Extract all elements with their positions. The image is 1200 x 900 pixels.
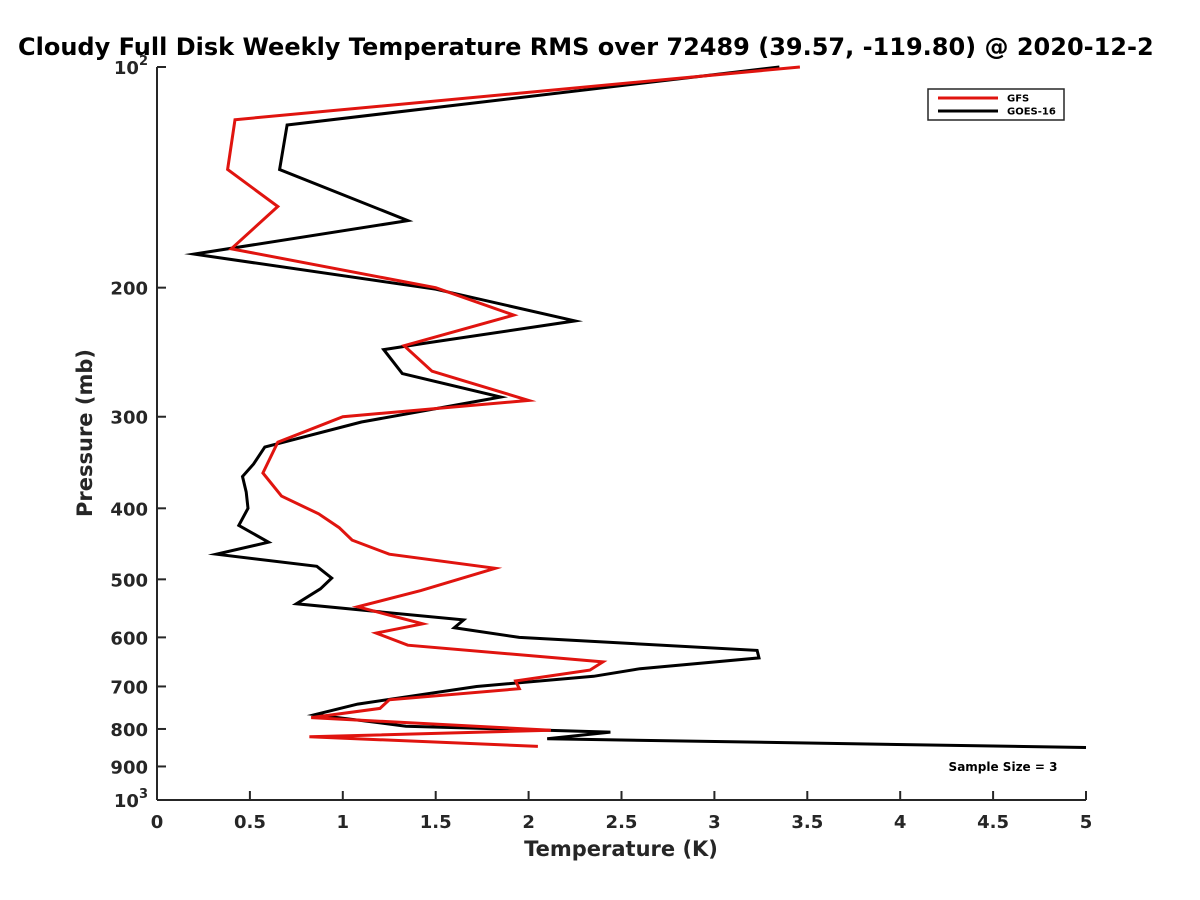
- legend: GFS GOES-16: [927, 88, 1065, 121]
- x-axis-label: Temperature (K): [524, 837, 718, 861]
- x-tick-label: 0.5: [234, 812, 266, 833]
- series-layer: [184, 62, 1200, 805]
- x-tick-label: 3.5: [791, 812, 823, 833]
- y-tick-label: 400: [110, 499, 148, 520]
- x-tick-label: 4: [894, 812, 907, 833]
- legend-box: [927, 88, 1065, 121]
- x-tick-label: 1: [337, 812, 350, 833]
- legend-label: GFS: [1007, 94, 1029, 105]
- y-tick-label: 103: [114, 787, 148, 812]
- y-tick-label: 102: [114, 54, 148, 79]
- legend-label: GOES-16: [1007, 107, 1056, 118]
- y-tick-label: 900: [110, 757, 148, 778]
- y-tick-label: 800: [110, 720, 148, 741]
- y-tick-label: 200: [110, 279, 148, 300]
- x-tick-label: 0: [151, 812, 164, 833]
- y-tick-label: 500: [110, 570, 148, 591]
- plot-clip-cover: [1087, 62, 1200, 805]
- x-tick-label: 4.5: [977, 812, 1009, 833]
- y-axis-label: Pressure (mb): [73, 349, 97, 517]
- x-tick-label: 5: [1080, 812, 1093, 833]
- series-line-gfs: [225, 65, 801, 748]
- x-tick-label: 2.5: [606, 812, 638, 833]
- x-tick-label: 2: [522, 812, 535, 833]
- sample-size-annotation: Sample Size = 3: [949, 760, 1058, 774]
- y-tick-label: 300: [110, 408, 148, 429]
- y-tick-label: 600: [110, 628, 148, 649]
- x-tick-label: 1.5: [420, 812, 452, 833]
- x-tick-label: 3: [708, 812, 721, 833]
- y-tick-label: 700: [110, 677, 148, 698]
- series-line-goes-16: [184, 65, 1087, 749]
- axes-layer: 0 0.5 1 1.5 2 2.5 3 3.5 4 4.5 5 102 200 300 400 500 600 7…: [110, 54, 1092, 833]
- chart-title: Cloudy Full Disk Weekly Temperature RMS …: [18, 33, 1154, 61]
